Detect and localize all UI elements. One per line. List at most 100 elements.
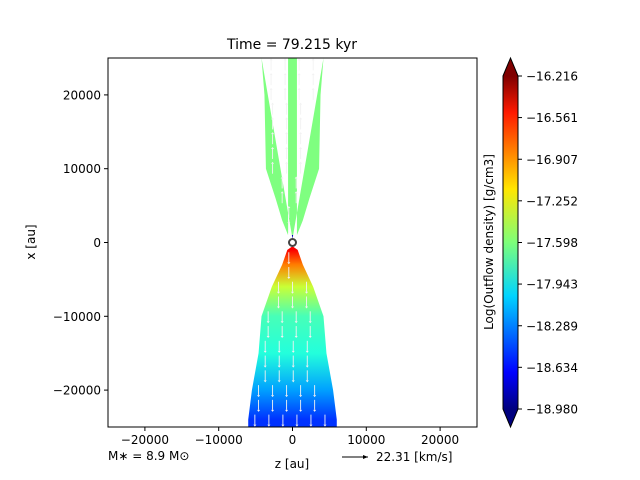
x-axis-label: z [au] xyxy=(275,457,309,471)
velocity-arrowhead xyxy=(299,117,303,120)
velocity-arrowhead xyxy=(280,321,284,324)
velocity-arrowhead xyxy=(285,117,289,120)
velocity-arrowhead xyxy=(323,424,327,427)
colorbar-tick-label: −16.216 xyxy=(526,70,578,84)
velocity-arrowhead xyxy=(277,350,281,353)
velocity-key-label: 22.31 [km/s] xyxy=(376,450,452,464)
colorbar-tick-label: −18.980 xyxy=(526,403,578,417)
x-tick-label: −10000 xyxy=(195,433,243,447)
star-marker xyxy=(288,238,297,247)
velocity-arrowhead xyxy=(308,321,312,324)
velocity-arrowhead xyxy=(276,306,280,309)
velocity-arrows xyxy=(253,58,327,427)
velocity-arrowhead xyxy=(269,58,273,61)
colorbar-tick-label: −16.561 xyxy=(526,111,578,125)
velocity-arrowhead xyxy=(311,73,315,76)
colorbar xyxy=(503,76,518,409)
velocity-arrowhead xyxy=(285,395,289,398)
velocity-arrowhead xyxy=(287,277,291,280)
colorbar-label: Log(Outflow density) [g/cm3] xyxy=(482,154,496,330)
velocity-arrowhead xyxy=(263,365,267,368)
velocity-arrowhead xyxy=(299,102,303,105)
velocity-arrowhead xyxy=(277,380,281,383)
velocity-arrowhead xyxy=(271,132,275,135)
velocity-arrowhead xyxy=(271,161,275,164)
velocity-arrowhead xyxy=(297,73,301,76)
velocity-arrowhead xyxy=(299,409,303,412)
velocity-arrowhead xyxy=(305,291,309,294)
velocity-arrowhead xyxy=(291,306,294,309)
velocity-arrowhead xyxy=(295,424,299,427)
velocity-arrowhead xyxy=(294,336,298,339)
velocity-arrowhead xyxy=(285,146,289,149)
velocity-arrowhead xyxy=(280,191,284,194)
y-tick-label: 0 xyxy=(93,236,101,250)
velocity-key-arrowhead xyxy=(363,455,368,459)
velocity-arrowhead xyxy=(291,291,294,294)
x-tick-label: 0 xyxy=(289,433,297,447)
stellar-mass-annotation: M∗ = 8.9 M⊙ xyxy=(108,449,189,463)
x-tick-label: −20000 xyxy=(121,433,169,447)
x-axis-ticks: −20000 −10000 0 10000 20000 xyxy=(121,427,459,447)
colorbar-tick-label: −16.907 xyxy=(526,153,578,167)
velocity-arrowhead xyxy=(253,424,257,427)
velocity-arrowhead xyxy=(271,102,275,105)
velocity-arrowhead xyxy=(311,87,315,90)
velocity-arrowhead xyxy=(291,350,295,353)
colorbar-tick-label: −17.943 xyxy=(526,278,578,292)
velocity-arrowhead xyxy=(299,395,303,398)
velocity-arrowhead xyxy=(299,161,303,164)
upper-outflow-lobe xyxy=(261,58,324,239)
colorbar-extend-top xyxy=(503,58,518,76)
colorbar-tick-label: −18.289 xyxy=(526,319,578,333)
y-axis-label: x [au] xyxy=(24,224,38,259)
velocity-arrowhead xyxy=(311,58,315,61)
velocity-arrowhead xyxy=(287,262,291,265)
y-axis-ticks: 20000 10000 0 −10000 −20000 xyxy=(53,88,108,398)
velocity-arrowhead xyxy=(269,73,273,76)
velocity-arrowhead xyxy=(271,395,275,398)
velocity-arrowhead xyxy=(277,365,281,368)
velocity-arrowhead xyxy=(280,336,284,339)
colorbar-tick-label: −18.634 xyxy=(526,361,578,375)
velocity-arrowhead xyxy=(280,176,284,179)
velocity-arrowhead xyxy=(283,87,287,90)
velocity-arrowhead xyxy=(281,424,285,427)
colorbar-tick-label: −17.598 xyxy=(526,236,578,250)
velocity-arrowhead xyxy=(271,409,275,412)
velocity-arrowhead xyxy=(263,380,267,383)
velocity-arrowhead xyxy=(308,336,312,339)
x-tick-label: 20000 xyxy=(421,433,459,447)
velocity-arrowhead xyxy=(266,321,270,324)
velocity-arrowhead xyxy=(285,409,289,412)
velocity-arrowhead xyxy=(285,132,289,135)
velocity-arrowhead xyxy=(294,321,298,324)
velocity-arrowhead xyxy=(271,117,275,120)
velocity-arrowhead xyxy=(299,132,303,135)
y-tick-label: −20000 xyxy=(53,384,101,398)
velocity-arrowhead xyxy=(294,176,298,179)
velocity-arrowhead xyxy=(276,291,280,294)
velocity-arrowhead xyxy=(305,350,309,353)
velocity-arrowhead xyxy=(305,306,309,309)
velocity-arrowhead xyxy=(271,146,275,149)
velocity-arrowhead xyxy=(257,409,261,412)
outflow-density-map xyxy=(248,58,337,427)
velocity-arrowhead xyxy=(291,380,295,383)
velocity-arrowhead xyxy=(287,205,291,208)
velocity-arrowhead xyxy=(269,87,273,90)
velocity-arrowhead xyxy=(283,73,287,76)
velocity-arrowhead xyxy=(299,146,303,149)
velocity-arrowhead xyxy=(294,191,298,194)
velocity-arrowhead xyxy=(297,87,301,90)
colorbar-extend-bottom xyxy=(503,409,518,427)
velocity-arrowhead xyxy=(305,380,309,383)
y-tick-label: −10000 xyxy=(53,310,101,324)
velocity-arrowhead xyxy=(313,395,317,398)
velocity-arrowhead xyxy=(267,424,271,427)
colorbar-tick-label: −17.252 xyxy=(526,194,578,208)
velocity-arrowhead xyxy=(285,161,289,164)
y-tick-label: 10000 xyxy=(63,162,101,176)
velocity-arrowhead xyxy=(309,424,313,427)
